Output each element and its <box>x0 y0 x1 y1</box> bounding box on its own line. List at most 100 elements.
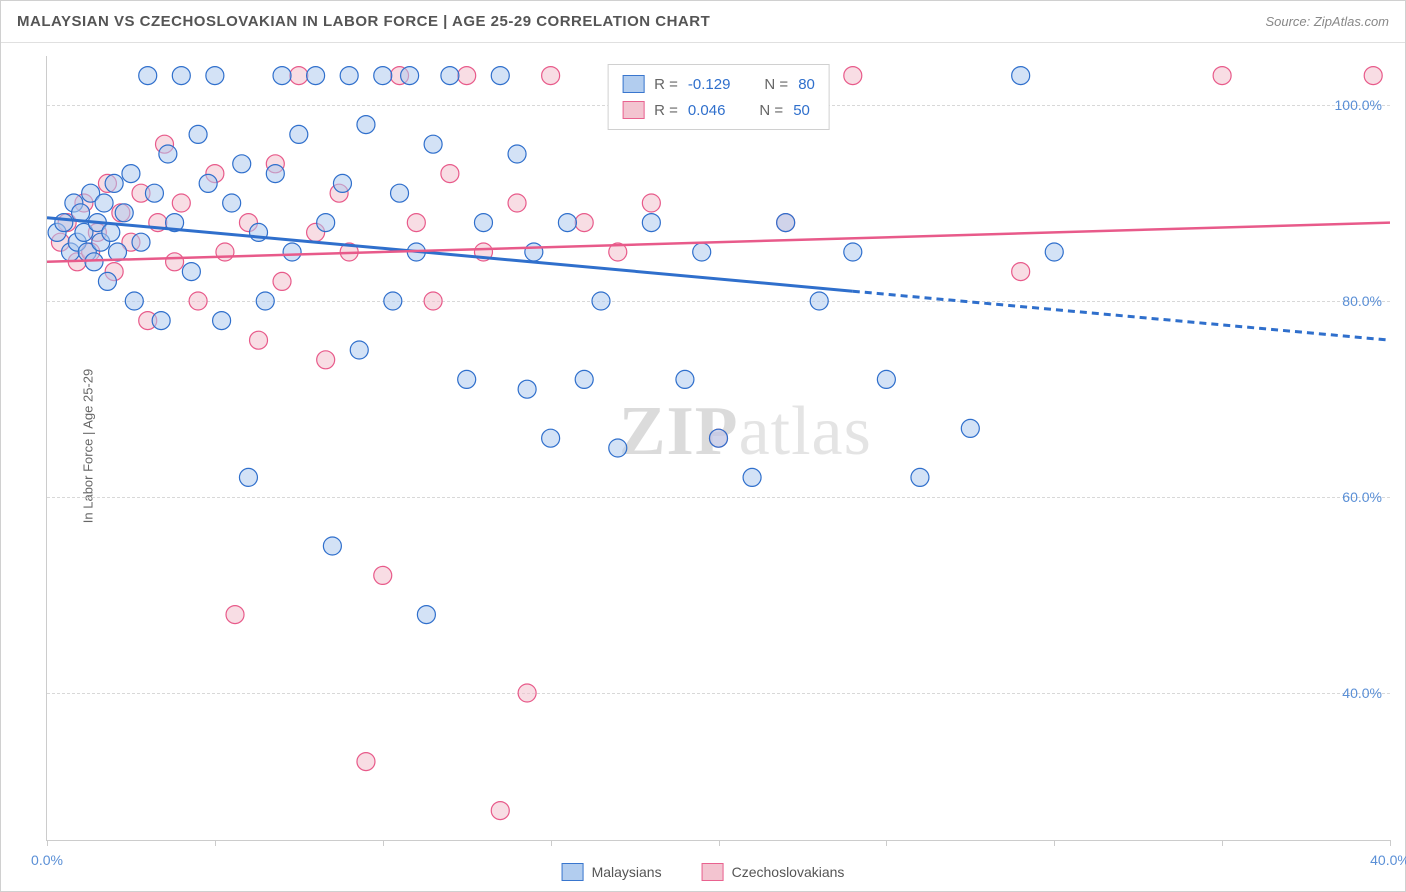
scatter-point <box>132 233 150 251</box>
scatter-point <box>877 370 895 388</box>
scatter-point <box>105 174 123 192</box>
plot-area: ZIPatlas 40.0%60.0%80.0%100.0% 0.0%40.0%… <box>46 56 1390 841</box>
scatter-point <box>676 370 694 388</box>
scatter-svg <box>47 56 1390 840</box>
scatter-point <box>911 468 929 486</box>
scatter-point <box>323 537 341 555</box>
scatter-point <box>125 292 143 310</box>
scatter-point <box>199 174 217 192</box>
plot-box: ZIPatlas 40.0%60.0%80.0%100.0% 0.0%40.0%… <box>46 56 1390 841</box>
scatter-point <box>1012 263 1030 281</box>
scatter-point <box>95 194 113 212</box>
legend-label: Czechoslovakians <box>732 864 845 880</box>
scatter-point <box>424 292 442 310</box>
scatter-point <box>609 439 627 457</box>
scatter-point <box>558 214 576 232</box>
scatter-point <box>710 429 728 447</box>
scatter-point <box>401 67 419 85</box>
scatter-point <box>1364 67 1382 85</box>
x-tick <box>886 840 887 846</box>
x-tick <box>47 840 48 846</box>
scatter-point <box>961 419 979 437</box>
scatter-point <box>189 125 207 143</box>
scatter-point <box>642 214 660 232</box>
scatter-point <box>542 429 560 447</box>
scatter-point <box>350 341 368 359</box>
regression-line <box>47 218 853 292</box>
stats-row: R = -0.129 N = 80 <box>622 71 815 97</box>
stat-r-value: -0.129 <box>688 76 731 93</box>
scatter-point <box>152 312 170 330</box>
scatter-point <box>122 165 140 183</box>
scatter-point <box>290 67 308 85</box>
stat-n-label: N = <box>764 76 788 93</box>
scatter-point <box>844 67 862 85</box>
source-label: Source: ZipAtlas.com <box>1265 14 1389 29</box>
x-tick-label: 40.0% <box>1370 852 1406 868</box>
scatter-point <box>223 194 241 212</box>
scatter-point <box>213 312 231 330</box>
stat-r-value: 0.046 <box>688 102 726 119</box>
scatter-point <box>333 174 351 192</box>
stat-n-label: N = <box>759 102 783 119</box>
scatter-point <box>391 184 409 202</box>
scatter-point <box>810 292 828 310</box>
scatter-point <box>340 67 358 85</box>
scatter-point <box>1012 67 1030 85</box>
scatter-point <box>384 292 402 310</box>
scatter-point <box>226 606 244 624</box>
chart-header: MALAYSIAN VS CZECHOSLOVAKIAN IN LABOR FO… <box>1 1 1405 43</box>
stat-r-label: R = <box>654 102 678 119</box>
scatter-point <box>357 753 375 771</box>
x-tick <box>1054 840 1055 846</box>
scatter-point <box>266 165 284 183</box>
x-tick <box>215 840 216 846</box>
scatter-point <box>115 204 133 222</box>
x-tick <box>551 840 552 846</box>
scatter-point <box>172 67 190 85</box>
x-tick <box>1222 840 1223 846</box>
stat-n-value: 80 <box>798 76 815 93</box>
scatter-point <box>508 145 526 163</box>
scatter-point <box>407 214 425 232</box>
scatter-point <box>159 145 177 163</box>
scatter-point <box>542 67 560 85</box>
scatter-point <box>250 331 268 349</box>
x-tick <box>383 840 384 846</box>
x-tick <box>719 840 720 846</box>
scatter-point <box>189 292 207 310</box>
scatter-point <box>575 214 593 232</box>
scatter-point <box>417 606 435 624</box>
scatter-point <box>55 214 73 232</box>
scatter-point <box>307 67 325 85</box>
scatter-point <box>317 351 335 369</box>
scatter-point <box>642 194 660 212</box>
scatter-point <box>317 214 335 232</box>
stat-r-label: R = <box>654 76 678 93</box>
scatter-point <box>102 223 120 241</box>
chart-container: MALAYSIAN VS CZECHOSLOVAKIAN IN LABOR FO… <box>0 0 1406 892</box>
scatter-point <box>592 292 610 310</box>
scatter-point <box>182 263 200 281</box>
legend-label: Malaysians <box>592 864 662 880</box>
scatter-point <box>458 67 476 85</box>
scatter-point <box>844 243 862 261</box>
legend-swatch <box>562 863 584 881</box>
scatter-point <box>239 468 257 486</box>
scatter-point <box>290 125 308 143</box>
scatter-point <box>1045 243 1063 261</box>
x-tick <box>1390 840 1391 846</box>
scatter-point <box>273 67 291 85</box>
scatter-point <box>273 272 291 290</box>
scatter-point <box>374 67 392 85</box>
legend: Malaysians Czechoslovakians <box>562 863 845 881</box>
scatter-point <box>743 468 761 486</box>
stat-n-value: 50 <box>793 102 810 119</box>
scatter-point <box>518 380 536 398</box>
scatter-point <box>145 184 163 202</box>
scatter-point <box>474 214 492 232</box>
legend-swatch <box>622 75 644 93</box>
scatter-point <box>491 802 509 820</box>
scatter-point <box>575 370 593 388</box>
scatter-point <box>283 243 301 261</box>
